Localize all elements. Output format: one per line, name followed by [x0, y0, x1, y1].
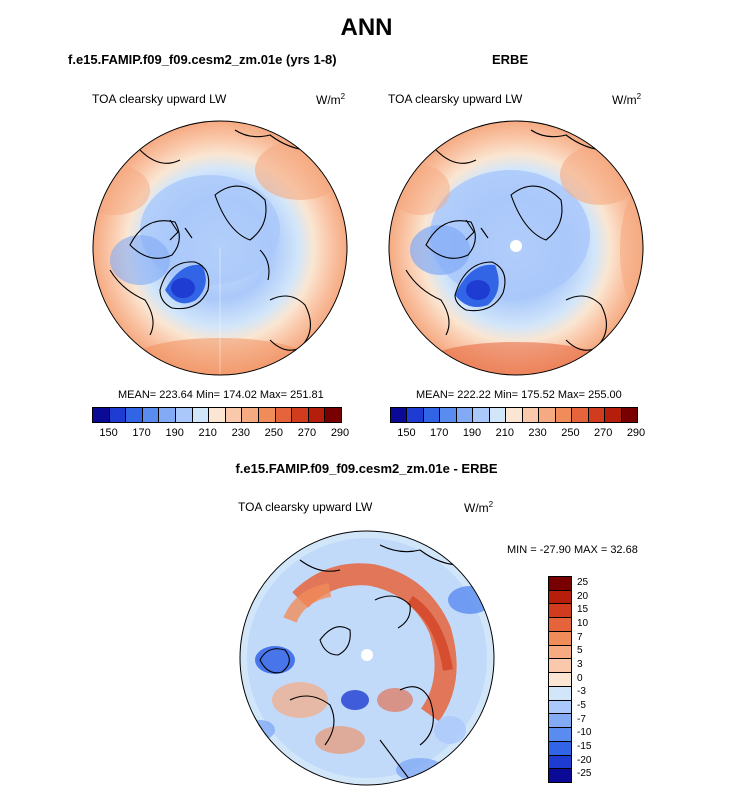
- colorbar-swatch: [549, 645, 571, 660]
- colorbar-tick-label: 230: [231, 427, 250, 439]
- colorbar-swatch: [423, 408, 441, 422]
- colorbar-swatch: [549, 741, 571, 756]
- colorbar-swatch: [275, 408, 293, 422]
- left-variable-label: TOA clearsky upward LW: [92, 92, 227, 106]
- left-stats: MEAN= 223.64 Min= 174.02 Max= 251.81: [118, 389, 324, 401]
- diff-case-title: f.e15.FAMIP.f09_f09.cesm2_zm.01e - ERBE: [235, 461, 498, 476]
- colorbar-swatch: [440, 408, 457, 422]
- colorbar-tick-label: 150: [397, 427, 416, 439]
- colorbar-tick-label: 270: [594, 427, 613, 439]
- colorbar-tick-label: 250: [561, 427, 580, 439]
- colorbar-swatch: [549, 728, 571, 742]
- colorbar-swatch: [175, 408, 193, 422]
- colorbar-tick-label: 290: [330, 427, 350, 439]
- colorbar-swatch: [572, 408, 589, 422]
- colorbar-tick-label: 290: [626, 427, 646, 439]
- colorbar-swatch: [549, 673, 571, 687]
- colorbar-swatch: [522, 408, 540, 422]
- diff-stats: MIN = -27.90 MAX = 32.68: [507, 544, 638, 556]
- colorbar-tick-label: 190: [462, 427, 482, 439]
- colorbar-swatch: [549, 659, 571, 674]
- colorbar-swatch: [93, 408, 110, 422]
- colorbar-swatch: [308, 408, 326, 422]
- colorbar-tick-label: 230: [528, 427, 547, 439]
- colorbar-tick-label: -25: [577, 768, 592, 780]
- right-case-title: ERBE: [492, 52, 529, 67]
- colorbar-swatch: [549, 604, 571, 619]
- colorbar-tick-label: 210: [495, 427, 514, 439]
- colorbar-swatch: [549, 618, 571, 632]
- colorbar-swatch: [549, 631, 571, 646]
- colorbar-tick-label: 0: [577, 672, 583, 684]
- right-units: W/m2: [612, 92, 642, 107]
- colorbar-swatch: [242, 408, 259, 422]
- colorbar-swatch: [549, 590, 571, 605]
- colorbar-swatch: [489, 408, 507, 422]
- colorbar-swatch: [258, 408, 276, 422]
- colorbar-swatch: [159, 408, 176, 422]
- colorbar-swatch: [605, 408, 622, 422]
- colorbar-tick-label: 170: [430, 427, 449, 439]
- colorbar-swatch: [555, 408, 573, 422]
- colorbar-tick-label: -3: [577, 686, 586, 698]
- colorbar-swatch: [549, 714, 571, 729]
- colorbar-tick-label: -20: [577, 754, 592, 766]
- colorbar-swatch: [209, 408, 226, 422]
- colorbar-swatch: [549, 577, 571, 591]
- colorbar-tick-label: 20: [577, 590, 589, 602]
- colorbar-tick-label: 7: [577, 631, 583, 643]
- colorbar-tick-label: 270: [297, 427, 317, 439]
- figure-title: ANN: [340, 14, 393, 41]
- colorbar-swatch: [109, 408, 127, 422]
- colorbar-swatch: [456, 408, 474, 422]
- colorbar-tick-label: 210: [198, 427, 217, 439]
- colorbar-swatch: [407, 408, 424, 422]
- colorbar-swatch: [126, 408, 143, 422]
- colorbar-tick-label: 150: [99, 427, 118, 439]
- colorbar-swatch: [325, 408, 341, 422]
- colorbar-swatch: [225, 408, 243, 422]
- colorbar-swatch: [549, 755, 571, 770]
- colorbar-tick-label: -10: [577, 727, 592, 739]
- colorbar-tick-label: 250: [264, 427, 284, 439]
- colorbar-tick-label: -15: [577, 740, 592, 752]
- colorbar-swatch: [192, 408, 210, 422]
- colorbar-swatch: [621, 408, 638, 422]
- colorbar-swatch: [588, 408, 606, 422]
- diff-units: W/m2: [464, 500, 494, 515]
- colorbar-tick-label: 10: [577, 617, 589, 629]
- colorbar-swatch: [549, 700, 571, 715]
- colorbar-swatch: [292, 408, 309, 422]
- colorbar-tick-label: 25: [577, 576, 589, 588]
- colorbar-swatch: [142, 408, 160, 422]
- right-stats: MEAN= 222.22 Min= 175.52 Max= 255.00: [416, 389, 622, 401]
- right-polar-map: [389, 121, 643, 375]
- colorbar-swatch: [549, 769, 571, 783]
- colorbar-tick-label: -7: [577, 713, 586, 725]
- left-units: W/m2: [316, 92, 346, 107]
- right-colorbar: [390, 407, 638, 423]
- left-polar-map: [93, 121, 347, 375]
- colorbar-swatch: [549, 686, 571, 701]
- colorbar-tick-label: 190: [165, 427, 184, 439]
- right-variable-label: TOA clearsky upward LW: [388, 92, 523, 106]
- diff-variable-label: TOA clearsky upward LW: [238, 500, 373, 514]
- colorbar-tick-label: -5: [577, 699, 586, 711]
- diff-colorbar: [548, 576, 572, 783]
- left-case-title: f.e15.FAMIP.f09_f09.cesm2_zm.01e (yrs 1-…: [68, 52, 337, 67]
- colorbar-swatch: [473, 408, 490, 422]
- colorbar-swatch: [539, 408, 556, 422]
- colorbar-tick-label: 3: [577, 658, 583, 670]
- colorbar-tick-label: 170: [132, 427, 151, 439]
- colorbar-swatch: [391, 408, 408, 422]
- left-colorbar: [92, 407, 342, 423]
- colorbar-tick-label: 15: [577, 604, 589, 616]
- colorbar-tick-label: 5: [577, 645, 583, 657]
- colorbar-swatch: [506, 408, 523, 422]
- diff-polar-map: [240, 531, 494, 785]
